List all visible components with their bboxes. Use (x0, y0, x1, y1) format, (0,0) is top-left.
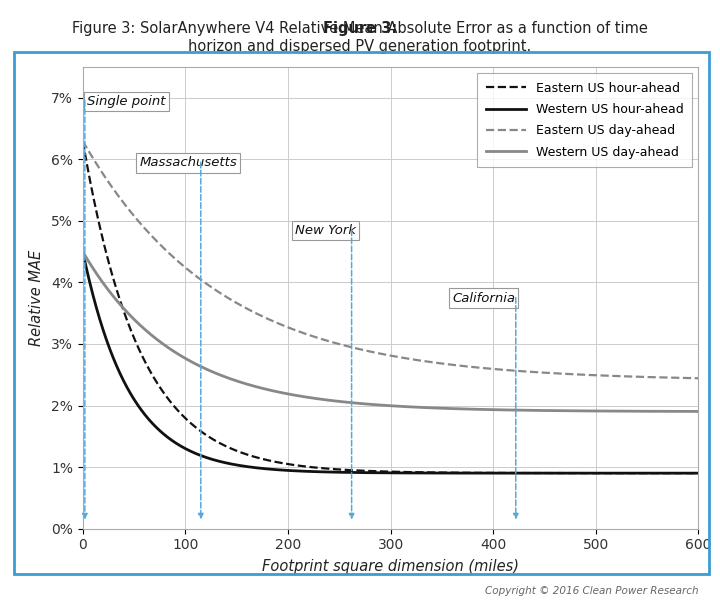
Western US day-ahead (563, 407, 572, 414)
Text: Massachusetts: Massachusetts (139, 156, 237, 169)
Western US hour-ahead (78, 248, 87, 255)
Line: Eastern US day-ahead: Eastern US day-ahead (83, 141, 698, 378)
Text: Figure 3: SolarAnywhere V4 Relative Mean Absolute Error as a function of time
ho: Figure 3: SolarAnywhere V4 Relative Mean… (72, 21, 648, 54)
Eastern US hour-ahead (676, 469, 685, 477)
Western US hour-ahead (676, 469, 685, 477)
Eastern US day-ahead (78, 137, 87, 145)
Text: Copyright © 2016 Clean Power Research: Copyright © 2016 Clean Power Research (485, 586, 698, 596)
Text: New York: New York (295, 224, 356, 237)
Western US day-ahead (78, 248, 87, 255)
Eastern US day-ahead (378, 350, 387, 357)
Eastern US hour-ahead (676, 469, 685, 477)
Western US hour-ahead (110, 357, 119, 364)
Text: California: California (452, 291, 516, 305)
Western US day-ahead (676, 408, 685, 415)
Eastern US hour-ahead (78, 137, 87, 145)
Line: Western US hour-ahead: Western US hour-ahead (83, 252, 698, 473)
Eastern US day-ahead (694, 375, 703, 382)
Western US day-ahead (110, 294, 119, 301)
Eastern US day-ahead (361, 347, 370, 354)
Western US day-ahead (378, 401, 387, 409)
Eastern US day-ahead (676, 374, 685, 381)
Western US day-ahead (361, 400, 370, 408)
Western US hour-ahead (676, 469, 685, 477)
Eastern US hour-ahead (694, 469, 703, 477)
Line: Western US day-ahead: Western US day-ahead (83, 252, 698, 411)
Eastern US hour-ahead (378, 468, 387, 475)
X-axis label: Footprint square dimension (miles): Footprint square dimension (miles) (262, 559, 519, 574)
Legend: Eastern US hour-ahead, Western US hour-ahead, Eastern US day-ahead, Western US d: Eastern US hour-ahead, Western US hour-a… (477, 73, 692, 167)
Line: Eastern US hour-ahead: Eastern US hour-ahead (83, 141, 698, 473)
Eastern US day-ahead (110, 186, 119, 194)
Eastern US hour-ahead (361, 467, 370, 475)
Western US hour-ahead (694, 469, 703, 477)
Eastern US day-ahead (563, 370, 572, 378)
Eastern US hour-ahead (110, 278, 119, 285)
Western US hour-ahead (361, 469, 370, 477)
Western US hour-ahead (563, 469, 572, 477)
Y-axis label: Relative MAE: Relative MAE (29, 250, 44, 346)
Eastern US day-ahead (676, 374, 685, 381)
Eastern US hour-ahead (563, 469, 572, 477)
Western US hour-ahead (378, 469, 387, 477)
Western US day-ahead (676, 408, 685, 415)
Western US day-ahead (694, 408, 703, 415)
Text: Figure 3:: Figure 3: (323, 21, 397, 37)
Text: Single point: Single point (87, 95, 166, 108)
